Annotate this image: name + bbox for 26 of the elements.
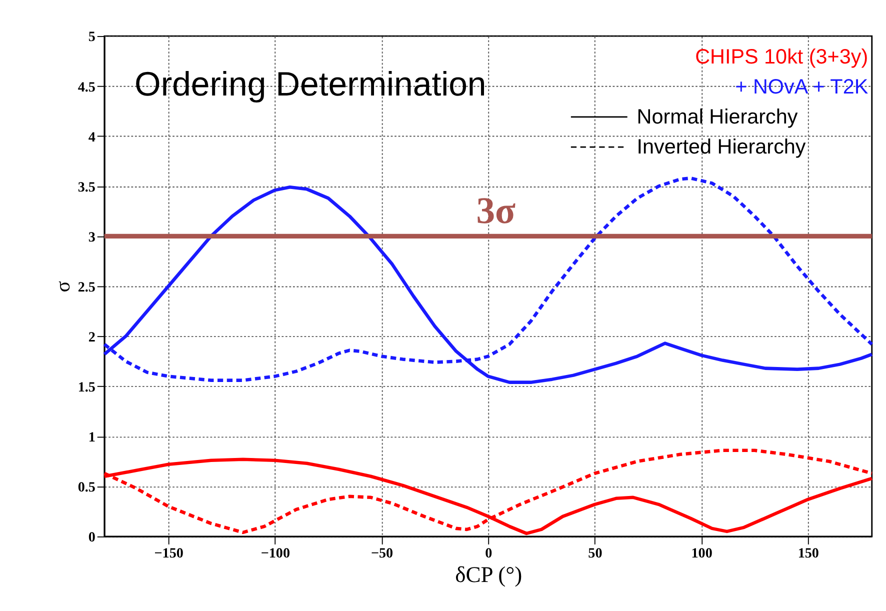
y-tick-label: 2.5 bbox=[78, 279, 96, 296]
annotation: CHIPS 10kt (3+3y) bbox=[695, 45, 868, 68]
x-tick-label: 50 bbox=[588, 546, 602, 562]
y-axis-title: σ bbox=[52, 281, 74, 292]
annotation: + NOvA + T2K bbox=[735, 75, 868, 98]
x-tick-label: −50 bbox=[370, 546, 394, 562]
x-tick-label: 0 bbox=[485, 546, 492, 562]
annotation: Inverted Hierarchy bbox=[636, 136, 806, 159]
y-tick-label: 0 bbox=[88, 530, 96, 546]
y-tick-label: 0.5 bbox=[78, 480, 96, 496]
y-tick-label: 1.5 bbox=[78, 379, 96, 396]
x-tick-label: −100 bbox=[260, 546, 290, 562]
ref-line-label: 3σ bbox=[476, 190, 516, 232]
y-tick-label: 4 bbox=[88, 129, 96, 146]
y-tick-label: 2 bbox=[88, 329, 96, 346]
y-tick-label: 3 bbox=[88, 229, 96, 246]
x-tick-label: 150 bbox=[798, 546, 819, 562]
x-axis-title: δCP (°) bbox=[455, 562, 522, 588]
text: Ordering Determination bbox=[134, 65, 486, 104]
y-tick-label: 1 bbox=[88, 430, 96, 446]
y-tick-label: 3.5 bbox=[78, 179, 96, 196]
x-tick-label: −150 bbox=[154, 546, 184, 562]
x-tick-label: 100 bbox=[691, 546, 712, 562]
annotation: Normal Hierarchy bbox=[636, 106, 798, 129]
y-tick-label: 4.5 bbox=[78, 79, 96, 96]
y-tick-label: 5 bbox=[88, 29, 96, 46]
